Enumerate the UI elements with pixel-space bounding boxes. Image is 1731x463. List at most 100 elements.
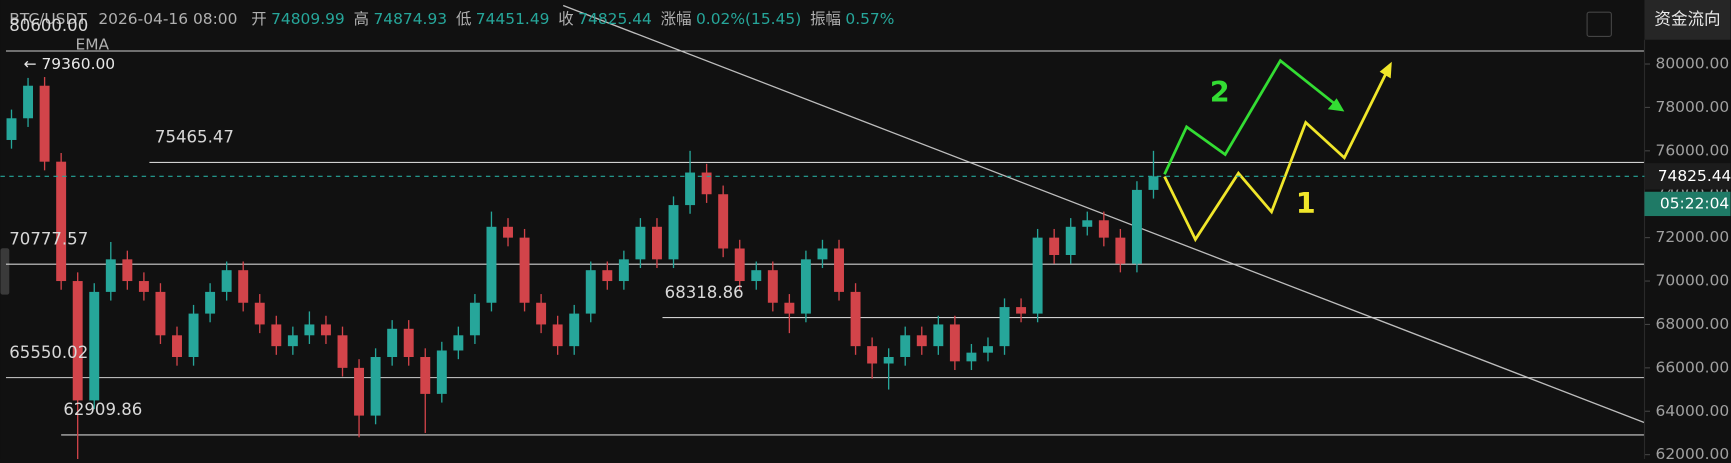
candle-body [72,281,83,401]
candle-body [552,324,563,347]
candle-body [105,259,116,292]
side-tab[interactable] [0,248,10,295]
candle-body [668,205,679,260]
wave-path-green [1163,58,1340,175]
candle-body [999,307,1010,347]
y-tick-label: 72000.00 [1656,228,1730,246]
candle-body [1115,237,1126,264]
candle-body [23,85,34,119]
candle-body [254,302,265,325]
candle-body [39,85,50,162]
candle-body [453,335,464,351]
field-label: 高 [354,9,369,27]
candle-body [1032,237,1043,314]
level-label: 62909.86 [63,400,142,419]
candle-body [1065,226,1076,255]
level-label: 80600.00 [9,16,88,35]
candle-body [651,226,662,260]
candle-body [221,270,232,292]
candle-body [56,161,67,282]
field-value: 74451.49 [476,9,550,27]
candle-body [751,270,762,282]
candle-body [767,270,778,303]
candle-body [337,335,348,368]
candle-body [867,346,878,364]
candle-body [354,367,365,416]
candle-body [916,335,927,347]
candle-body [387,328,398,357]
y-tick-label: 70000.00 [1656,272,1730,290]
candle-body [900,335,911,358]
candle-body [320,324,331,336]
candle-body [122,259,133,282]
candle-body [536,302,547,325]
candle-body [701,172,712,195]
wave-path-yellow [1163,67,1390,243]
candle-body [172,335,182,358]
field-value: 0.02%(15.45) [696,9,801,27]
candle-body [983,346,993,353]
candle-body [585,270,596,314]
time: 2026-04-16 08:00 [98,9,237,27]
candle-body [834,248,844,292]
candle-body [784,302,795,314]
candle-body [486,226,497,303]
field-value: 74874.93 [373,9,447,27]
candle-body [618,259,629,282]
symbol: BTC/USDT [9,9,87,27]
candle-body [469,302,480,336]
y-tick-label: 62000.00 [1656,445,1730,459]
y-tick-label: 68000.00 [1656,315,1730,333]
candle-body [271,324,282,347]
last-price-label: 74825.44 [1658,167,1731,185]
level-label: 68318.86 [665,283,744,302]
candle-body [519,237,530,303]
y-tick-label: 66000.00 [1656,358,1730,376]
candle-body [205,291,216,314]
candle-body [602,270,613,282]
candle-body [1131,189,1142,264]
panel-button[interactable]: 资金流向 [1654,9,1720,28]
candle-body [1049,237,1060,255]
candle-body [635,226,646,260]
candle-body [1098,220,1109,238]
field-label: 振幅 [810,9,841,27]
candle-body [883,357,894,364]
candle-body [238,270,249,303]
candle-body [188,313,199,358]
candle-body [420,357,431,394]
level-label: 70777.57 [9,229,88,248]
candle-body [949,324,960,362]
last-price-tag [1644,163,1731,190]
y-tick-label: 80000.00 [1656,55,1730,73]
candle-body [304,324,315,336]
high-marker: ← 79360.00 [24,55,116,73]
panel-button-bg[interactable] [1644,0,1731,40]
candle-body [138,281,149,292]
candle-body [817,248,828,260]
candle-body [6,118,17,140]
candle-body [933,324,944,347]
wave-label: 2 [1210,75,1230,109]
field-value: 0.57% [845,9,894,27]
candle-body [685,172,696,206]
candle-body [734,248,745,282]
field-label: 收 [558,9,573,27]
countdown-tag [1644,191,1731,217]
candle-body [850,291,861,347]
field-value: 74825.44 [578,9,652,27]
field-label: 涨幅 [661,9,692,27]
level-label: 75465.47 [155,128,234,147]
candle-body [89,291,100,401]
candle-body [436,350,447,394]
candle-body [800,259,811,314]
field-value: 74809.99 [271,9,345,27]
candle-body [966,352,977,362]
layout-icon[interactable] [1586,11,1612,37]
candle-body [155,291,166,336]
y-tick-label: 76000.00 [1656,141,1730,159]
candle-body [403,328,414,357]
header-info: BTC/USDT 2026-04-16 08:00 开 74809.99 高 7487… [9,9,894,27]
